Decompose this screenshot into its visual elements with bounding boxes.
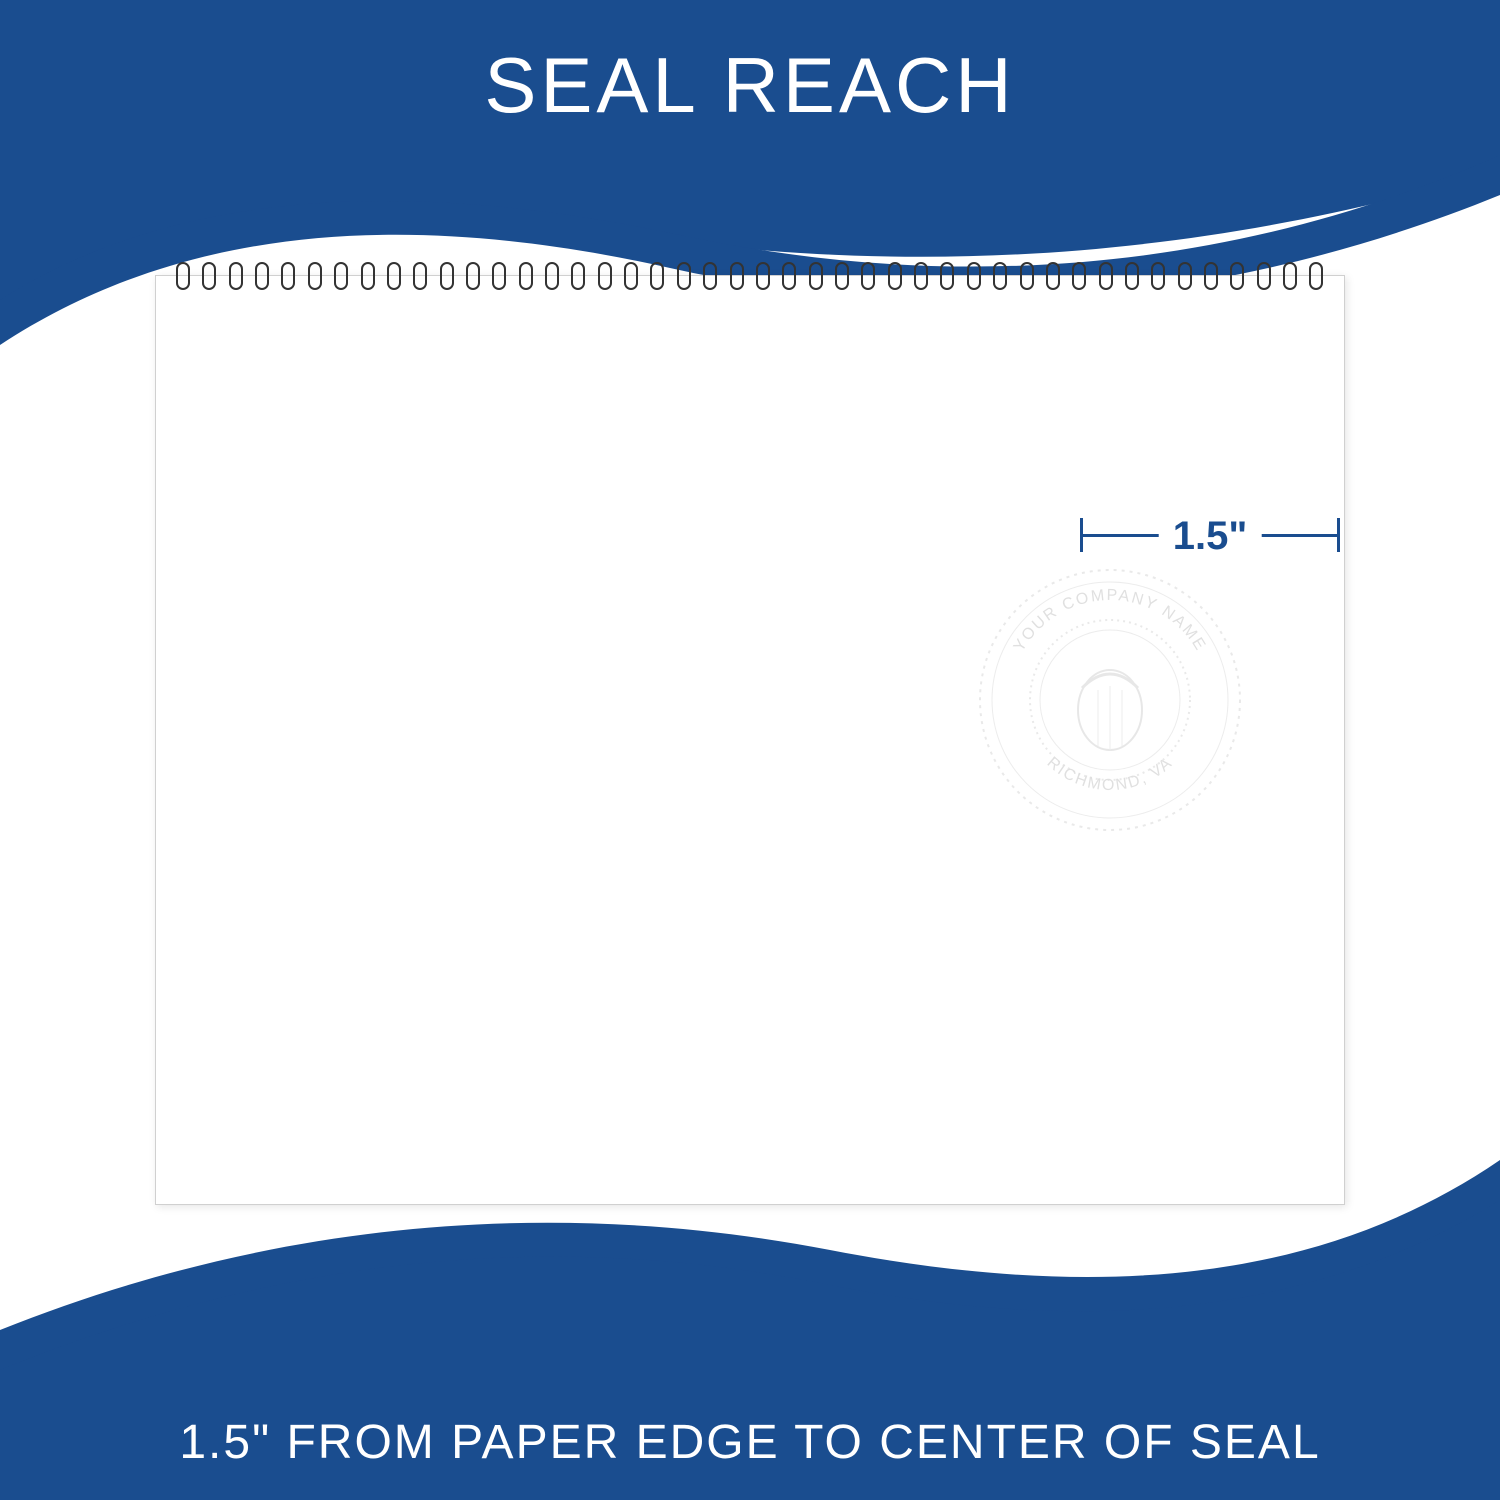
spiral-ring <box>650 262 664 290</box>
measure-cap-right <box>1337 518 1340 552</box>
spiral-ring <box>466 262 480 290</box>
spiral-ring <box>809 262 823 290</box>
seal-text-bottom: RICHMOND, VA <box>1044 754 1177 794</box>
spiral-ring <box>1230 262 1244 290</box>
seal-text-top: YOUR COMPANY NAME <box>1011 587 1209 655</box>
spiral-ring <box>703 262 717 290</box>
spiral-ring <box>1072 262 1086 290</box>
spiral-ring <box>413 262 427 290</box>
footer-caption: 1.5" FROM PAPER EDGE TO CENTER OF SEAL <box>0 1415 1500 1470</box>
spiral-ring <box>308 262 322 290</box>
spiral-ring <box>993 262 1007 290</box>
spiral-ring <box>1178 262 1192 290</box>
spiral-ring <box>334 262 348 290</box>
infographic-canvas: SEAL REACH 1.5" <box>0 0 1500 1500</box>
svg-text:RICHMOND, VA: RICHMOND, VA <box>1044 754 1177 794</box>
measure-label: 1.5" <box>1159 514 1262 559</box>
spiral-ring <box>1283 262 1297 290</box>
spiral-ring <box>361 262 375 290</box>
spiral-ring <box>571 262 585 290</box>
spiral-ring <box>1099 262 1113 290</box>
spiral-ring <box>176 262 190 290</box>
spiral-ring <box>229 262 243 290</box>
page-title: SEAL REACH <box>0 40 1500 131</box>
spiral-ring <box>492 262 506 290</box>
spiral-ring <box>1020 262 1034 290</box>
spiral-ring <box>861 262 875 290</box>
spiral-ring <box>1151 262 1165 290</box>
spiral-ring <box>281 262 295 290</box>
measurement-indicator: 1.5" <box>1080 510 1340 560</box>
spiral-ring <box>782 262 796 290</box>
spiral-ring <box>255 262 269 290</box>
spiral-ring <box>940 262 954 290</box>
spiral-ring <box>1204 262 1218 290</box>
spiral-ring <box>545 262 559 290</box>
spiral-ring <box>624 262 638 290</box>
spiral-ring <box>888 262 902 290</box>
spiral-ring <box>1309 262 1323 290</box>
spiral-ring <box>519 262 533 290</box>
spiral-ring <box>440 262 454 290</box>
embossed-seal: YOUR COMPANY NAME RICHMOND, VA <box>970 560 1250 840</box>
spiral-ring <box>387 262 401 290</box>
spiral-ring <box>1257 262 1271 290</box>
spiral-binding <box>176 261 1324 291</box>
spiral-ring <box>1125 262 1139 290</box>
spiral-ring <box>730 262 744 290</box>
spiral-ring <box>756 262 770 290</box>
spiral-ring <box>677 262 691 290</box>
spiral-ring <box>914 262 928 290</box>
spiral-ring <box>835 262 849 290</box>
spiral-ring <box>1046 262 1060 290</box>
spiral-ring <box>967 262 981 290</box>
svg-text:YOUR COMPANY NAME: YOUR COMPANY NAME <box>1011 587 1209 655</box>
spiral-ring <box>202 262 216 290</box>
spiral-ring <box>598 262 612 290</box>
